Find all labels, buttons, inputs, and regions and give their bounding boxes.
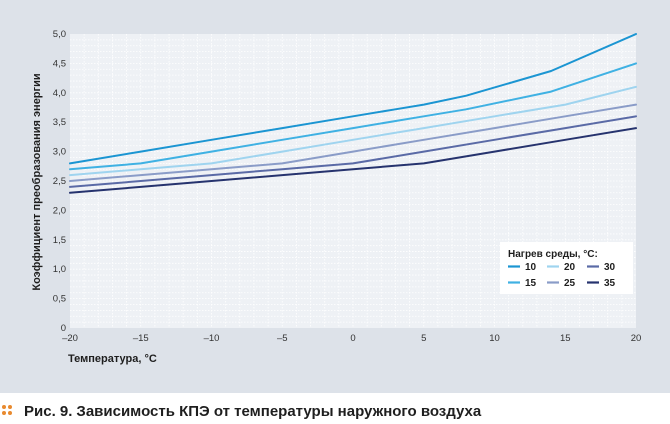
series-line-15 bbox=[69, 62, 637, 171]
x-tick-label: 5 bbox=[421, 333, 426, 344]
y-tick-label: 2,0 bbox=[53, 205, 66, 216]
y-tick-label: 4,0 bbox=[53, 88, 66, 99]
legend-label-25: 25 bbox=[564, 278, 576, 289]
y-tick-label: 5,0 bbox=[53, 29, 66, 40]
x-tick-label: 10 bbox=[489, 333, 500, 344]
x-axis-ticks: –20 –15 –10 –5 0 5 10 15 20 bbox=[62, 333, 641, 344]
series-line-30 bbox=[69, 115, 637, 188]
legend-label-30: 30 bbox=[604, 262, 616, 273]
x-tick-label: –10 bbox=[204, 333, 220, 344]
legend: Нагрев среды, °С: 10 20 30 15 25 35 bbox=[500, 242, 633, 294]
caption-number: Рис. 9. bbox=[24, 402, 73, 420]
y-tick-label: 4,5 bbox=[53, 58, 66, 69]
y-tick-label: 2,5 bbox=[53, 176, 66, 187]
y-tick-label: 1,0 bbox=[53, 264, 66, 275]
caption-text: Зависимость КПЭ от температуры наружного… bbox=[76, 402, 482, 420]
legend-label-20: 20 bbox=[564, 262, 576, 273]
x-tick-label: –20 bbox=[62, 333, 78, 344]
series-line-35 bbox=[69, 127, 637, 194]
legend-box bbox=[500, 242, 633, 294]
y-axis-label: Коэффициент преобразования энергии bbox=[31, 73, 43, 290]
series-line-25 bbox=[69, 103, 637, 182]
x-tick-label: 20 bbox=[631, 333, 642, 344]
line-chart: 0 0,5 1,0 1,5 2,0 2,5 3,0 3,5 4,0 4,5 5,0 –20 –15 –1… bbox=[31, 29, 641, 365]
x-tick-label: 0 bbox=[350, 333, 355, 344]
legend-label-35: 35 bbox=[604, 278, 616, 289]
y-tick-label: 0 bbox=[61, 323, 66, 334]
figure-caption: Рис. 9. Зависимость КПЭ от температуры н… bbox=[0, 399, 670, 423]
series-line-10 bbox=[69, 33, 637, 165]
x-axis-label: Температура, °С bbox=[68, 353, 157, 365]
y-tick-label: 3,0 bbox=[53, 147, 66, 158]
legend-title: Нагрев среды, °С: bbox=[508, 249, 598, 260]
y-axis-ticks: 0 0,5 1,0 1,5 2,0 2,5 3,0 3,5 4,0 4,5 5,0 bbox=[53, 29, 66, 334]
caption-bullet-icon bbox=[2, 404, 16, 418]
y-tick-label: 0,5 bbox=[53, 294, 66, 305]
legend-label-15: 15 bbox=[525, 278, 537, 289]
y-tick-label: 3,5 bbox=[53, 117, 66, 128]
series-line-20 bbox=[69, 85, 637, 177]
series-lines bbox=[69, 33, 637, 194]
y-tick-label: 1,5 bbox=[53, 235, 66, 246]
x-tick-label: –15 bbox=[133, 333, 149, 344]
legend-label-10: 10 bbox=[525, 262, 537, 273]
x-tick-label: –5 bbox=[277, 333, 288, 344]
x-tick-label: 15 bbox=[560, 333, 571, 344]
